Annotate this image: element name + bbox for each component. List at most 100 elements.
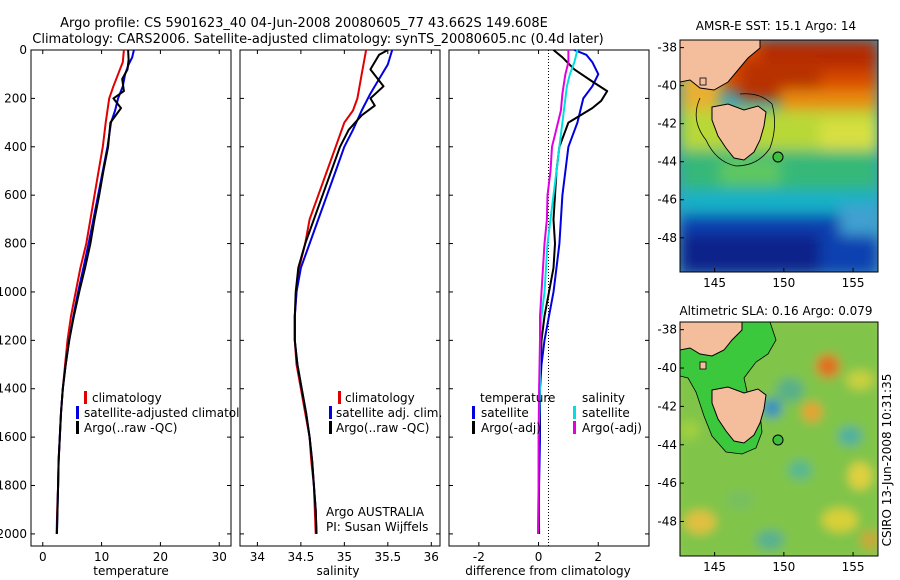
legend-label-climatology: climatology bbox=[345, 391, 415, 405]
map-y-tick-label: -46 bbox=[657, 476, 677, 490]
temperature-ticks: 0 10 20 30 0 200 400 600 800 1000 1200 1400 1600 1800… bbox=[0, 43, 231, 564]
y-tick-label: 1600 bbox=[0, 430, 27, 444]
map-y-tick-label: -42 bbox=[657, 117, 677, 131]
side-timestamp-label: CSIRO 13-Jun-2008 10:31:35 bbox=[880, 374, 894, 547]
sst-mainland-coast bbox=[680, 40, 761, 91]
temperature-panel: 0 10 20 30 0 200 400 600 800 1000 1200 1400 1600 1800… bbox=[0, 43, 262, 578]
legend-label-argo: Argo(..raw -QC) bbox=[336, 421, 429, 435]
sst-king-island bbox=[699, 77, 707, 86]
sla-tasmania bbox=[711, 386, 767, 444]
salinity-legend: climatology satellite adj. clim. Argo(..… bbox=[329, 391, 442, 435]
annotation-argo-australia: Argo AUSTRALIA bbox=[326, 505, 425, 519]
y-tick-label: 1000 bbox=[0, 285, 27, 299]
sla-map-title: Altimetric SLA: 0.16 Argo: 0.079 bbox=[679, 304, 872, 318]
legend-label-s-argo: Argo(-adj) bbox=[582, 421, 642, 435]
x-tick-label: 30 bbox=[212, 550, 227, 564]
map-y-tick-label: -42 bbox=[657, 399, 677, 413]
difference-xlabel: difference from climatology bbox=[465, 564, 631, 578]
y-tick-label: 1800 bbox=[0, 479, 27, 493]
sla-map-frame bbox=[679, 321, 879, 557]
x-tick-label: -2 bbox=[473, 550, 485, 564]
series-line-salinity-argo-adj bbox=[537, 50, 570, 534]
sla-king-island bbox=[699, 361, 707, 370]
difference-series bbox=[537, 49, 609, 534]
sla-mainland-coast bbox=[680, 322, 743, 357]
annotation-pi: PI: Susan Wijffels bbox=[326, 520, 428, 534]
map-y-tick-label: -40 bbox=[657, 79, 677, 93]
legend-swatch-argo bbox=[76, 421, 79, 434]
legend-swatch-satellite bbox=[329, 406, 332, 419]
legend-group-salinity: salinity bbox=[582, 391, 625, 405]
legend-swatch-s-satellite bbox=[573, 406, 576, 419]
map-y-tick-label: -48 bbox=[657, 514, 677, 528]
figure-title-line1: Argo profile: CS 5901623_40 04-Jun-2008 … bbox=[60, 16, 548, 31]
temperature-series bbox=[55, 49, 135, 534]
x-tick-label: 35 bbox=[337, 550, 352, 564]
y-tick-label: 600 bbox=[4, 188, 27, 202]
legend-swatch-t-satellite bbox=[472, 406, 475, 419]
difference-legend: temperature salinity satellite Argo(-adj… bbox=[472, 391, 642, 435]
sla-map-panel: Altimetric SLA: 0.16 Argo: 0.079 bbox=[657, 304, 879, 574]
map-y-tick-label: -48 bbox=[657, 231, 677, 245]
difference-panel: -2 0 2 difference from climatology tempera… bbox=[448, 49, 650, 578]
series-line-argo-raw-qc bbox=[293, 49, 389, 534]
salinity-axes-box bbox=[239, 49, 441, 547]
difference-ticks: -2 0 2 bbox=[449, 49, 649, 564]
sst-map-title: AMSR-E SST: 15.1 Argo: 14 bbox=[696, 19, 856, 33]
x-tick-label: 0 bbox=[535, 550, 543, 564]
legend-swatch-climatology bbox=[84, 391, 87, 404]
x-tick-label: 2 bbox=[594, 550, 602, 564]
legend-swatch-argo bbox=[329, 421, 332, 434]
figure-title-line2: Climatology: CARS2006. Satellite-adjuste… bbox=[32, 32, 604, 47]
x-tick-label: 34 bbox=[250, 550, 265, 564]
legend-swatch-t-argo bbox=[472, 421, 475, 434]
temperature-legend: climatology satellite-adjusted climatolo… bbox=[76, 391, 262, 435]
map-x-tick-label: 155 bbox=[842, 560, 865, 574]
sst-argo-marker bbox=[772, 151, 784, 163]
legend-swatch-s-argo bbox=[573, 421, 576, 434]
sst-map-ticks: 145 150 155 -38 -40 -42 -44 -46 -48 bbox=[657, 41, 864, 290]
sst-map-panel: AMSR-E SST: 15.1 Argo: 14 bbox=[657, 19, 879, 290]
y-tick-label: 1200 bbox=[0, 333, 27, 347]
legend-label-t-argo: Argo(-adj) bbox=[481, 421, 541, 435]
map-y-tick-label: -38 bbox=[657, 323, 677, 337]
map-y-tick-label: -46 bbox=[657, 193, 677, 207]
sst-shelf-contour bbox=[695, 93, 775, 167]
salinity-panel: 34 34.5 35 35.5 36 salinity climatology sate… bbox=[239, 49, 442, 578]
sst-field bbox=[680, 40, 878, 272]
y-tick-label: 800 bbox=[4, 237, 27, 251]
map-x-tick-label: 145 bbox=[703, 560, 726, 574]
map-y-tick-label: -38 bbox=[657, 41, 677, 55]
legend-swatch-climatology bbox=[338, 391, 341, 404]
temperature-axes-box bbox=[30, 49, 232, 547]
legend-label-satellite: satellite adj. clim. bbox=[336, 406, 442, 420]
sla-field bbox=[680, 322, 878, 556]
map-x-tick-label: 150 bbox=[772, 560, 795, 574]
salinity-ticks: 34 34.5 35 35.5 36 bbox=[240, 49, 440, 564]
legend-label-argo: Argo(..raw -QC) bbox=[84, 421, 177, 435]
sla-argo-marker bbox=[772, 434, 784, 446]
sla-map-ticks: 145 150 155 -38 -40 -42 -44 -46 -48 bbox=[657, 323, 864, 574]
map-y-tick-label: -44 bbox=[657, 155, 677, 169]
y-tick-label: 0 bbox=[19, 43, 27, 57]
x-tick-label: 36 bbox=[424, 550, 439, 564]
y-tick-label: 400 bbox=[4, 140, 27, 154]
difference-axes-box bbox=[448, 49, 650, 547]
map-x-tick-label: 150 bbox=[772, 276, 795, 290]
map-x-tick-label: 155 bbox=[842, 276, 865, 290]
legend-label-climatology: climatology bbox=[92, 391, 162, 405]
y-tick-label: 200 bbox=[4, 91, 27, 105]
legend-label-s-satellite: satellite bbox=[582, 406, 630, 420]
series-line-argo-raw-qc bbox=[55, 49, 130, 534]
sst-map-frame bbox=[679, 39, 879, 273]
x-tick-label: 34.5 bbox=[288, 550, 315, 564]
x-tick-label: 35.5 bbox=[374, 550, 401, 564]
salinity-xlabel: salinity bbox=[316, 564, 359, 578]
legend-label-satellite: satellite-adjusted climatology bbox=[84, 406, 262, 420]
legend-label-t-satellite: satellite bbox=[481, 406, 529, 420]
map-y-tick-label: -44 bbox=[657, 438, 677, 452]
y-tick-label: 1400 bbox=[0, 382, 27, 396]
y-tick-label: 2000 bbox=[0, 527, 27, 541]
x-tick-label: 0 bbox=[39, 550, 47, 564]
